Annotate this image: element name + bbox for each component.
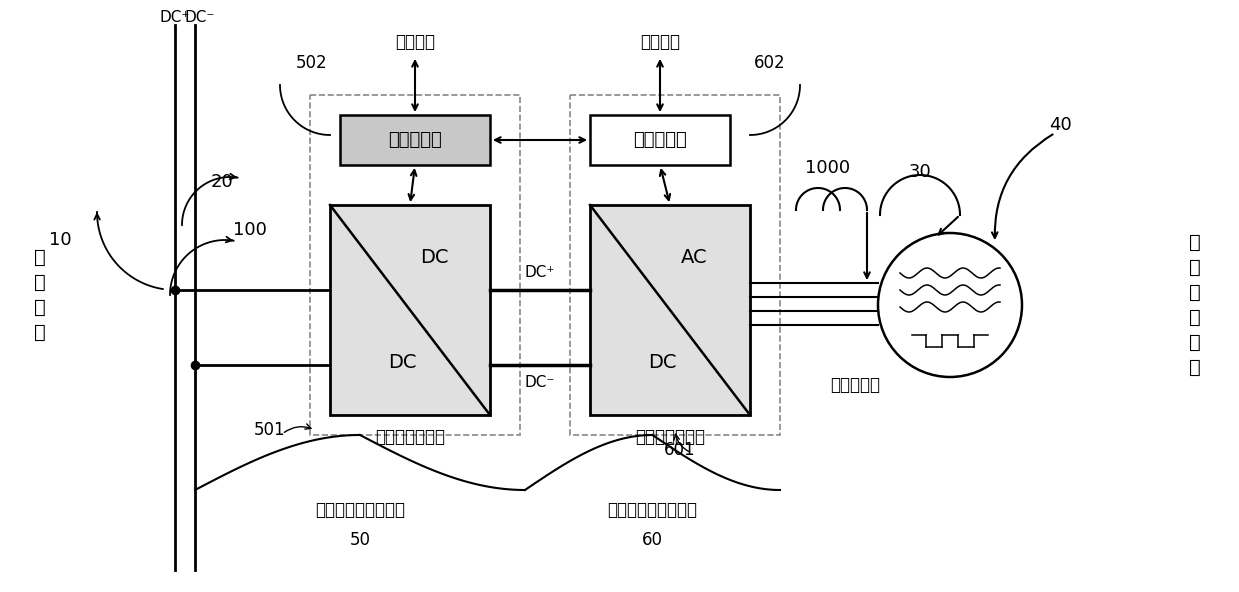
- Text: 第二控制器: 第二控制器: [633, 131, 686, 149]
- Text: 三相交流线: 三相交流线: [830, 376, 880, 394]
- Text: 30: 30: [908, 163, 932, 181]
- Bar: [590, 115, 730, 165]
- Text: 飞
轮
储
能
装
置: 飞 轮 储 能 装 置: [1189, 233, 1201, 377]
- Text: 第一控制器: 第一控制器: [388, 131, 442, 149]
- Text: 第一级功率变换单元: 第一级功率变换单元: [315, 501, 405, 519]
- Bar: [590, 205, 750, 415]
- Bar: [339, 115, 489, 165]
- Text: 1000: 1000: [805, 159, 850, 177]
- Text: 第二双向变流器: 第二双向变流器: [636, 428, 705, 446]
- Bar: [570, 95, 781, 435]
- Text: 外部通信: 外部通信: [395, 33, 435, 51]
- Text: 502: 502: [296, 54, 328, 72]
- Text: 602: 602: [755, 54, 786, 72]
- Text: DC⁺: DC⁺: [525, 265, 555, 280]
- Text: DC⁺: DC⁺: [160, 11, 191, 25]
- Text: 501: 501: [254, 421, 286, 439]
- Text: DC: DC: [648, 353, 676, 372]
- Text: 50: 50: [349, 531, 370, 549]
- Text: 第一双向变流器: 第一双向变流器: [375, 428, 445, 446]
- Text: 第二级功率变换单元: 第二级功率变换单元: [607, 501, 698, 519]
- Text: 40: 40: [1048, 116, 1072, 134]
- Text: 直
流
电
网: 直 流 电 网: [35, 248, 46, 342]
- Text: DC: DC: [420, 248, 449, 267]
- Text: 100: 100: [233, 221, 266, 239]
- Text: 10: 10: [48, 231, 72, 249]
- Text: DC⁻: DC⁻: [525, 375, 555, 390]
- Text: DC⁻: DC⁻: [185, 11, 216, 25]
- Text: AC: AC: [680, 248, 707, 267]
- Bar: [330, 205, 489, 415]
- Text: 60: 60: [642, 531, 663, 549]
- Text: 20: 20: [211, 173, 233, 191]
- Text: 601: 601: [664, 441, 696, 459]
- Bar: [310, 95, 520, 435]
- Text: 外部通信: 外部通信: [641, 33, 680, 51]
- Text: DC: DC: [388, 353, 416, 372]
- Circle shape: [878, 233, 1022, 377]
